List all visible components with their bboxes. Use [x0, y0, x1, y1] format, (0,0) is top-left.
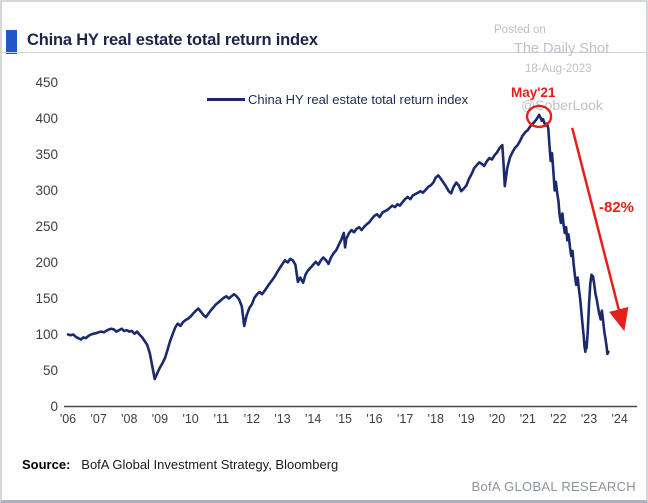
series-line [66, 113, 610, 381]
y-tick-label: 250 [35, 219, 58, 234]
watermark-date: 18-Aug-2023 [525, 63, 592, 75]
x-tick-label: '23 [581, 412, 597, 426]
x-tick-label: '16 [366, 412, 382, 426]
watermark-handle: @SoberLook [521, 97, 603, 113]
x-tick-label: '06 [60, 412, 76, 426]
x-tick-label: '20 [489, 412, 505, 426]
decline-arrow-annotation [570, 127, 629, 332]
x-tick-label: '07 [91, 412, 107, 426]
legend-label: China HY real estate total return index [248, 92, 469, 107]
y-tick-label: 200 [35, 255, 58, 270]
page-title: China HY real estate total return index [27, 31, 318, 49]
x-tick-label: '17 [397, 412, 413, 426]
drop-annotation-label: -82% [599, 199, 635, 216]
y-tick-label: 150 [35, 291, 58, 306]
legend-line-swatch [207, 98, 245, 101]
brand-text: BofA GLOBAL RESEARCH [471, 479, 636, 494]
y-tick-label: 350 [35, 147, 58, 162]
y-tick-label: 100 [35, 327, 58, 342]
x-tick-label: '18 [428, 412, 444, 426]
x-tick-label: '10 [182, 412, 198, 426]
x-tick-label: '24 [612, 412, 628, 426]
x-tick-label: '14 [305, 412, 321, 426]
title-accent-bar [6, 30, 17, 54]
peak-annotation-label: May'21 [511, 85, 556, 100]
x-tick-label: '21 [520, 412, 536, 426]
source-text: BofA Global Investment Strategy, Bloombe… [81, 457, 339, 472]
y-tick-label: 400 [35, 111, 58, 126]
peak-circle-annotation [525, 104, 553, 129]
x-tick-label: '15 [336, 412, 352, 426]
x-tick-label: '12 [244, 412, 260, 426]
x-tick-label: '19 [458, 412, 474, 426]
x-tick-label: '09 [152, 412, 168, 426]
chart-legend: China HY real estate total return index [207, 92, 468, 107]
y-tick-label: 300 [35, 183, 58, 198]
source-label: Source: [22, 457, 71, 472]
source-line: Source: BofA Global Investment Strategy,… [22, 457, 338, 472]
header-divider [2, 52, 646, 53]
x-tick-label: '08 [121, 412, 137, 426]
y-tick-label: 0 [50, 399, 58, 414]
x-tick-label: '13 [274, 412, 290, 426]
x-tick-label: '22 [550, 412, 566, 426]
watermark-posted-on: Posted on [494, 24, 546, 36]
watermark-site: The Daily Shot [514, 41, 610, 57]
y-tick-label: 450 [35, 75, 58, 90]
x-tick-label: '11 [214, 412, 229, 426]
y-tick-label: 50 [43, 363, 58, 378]
